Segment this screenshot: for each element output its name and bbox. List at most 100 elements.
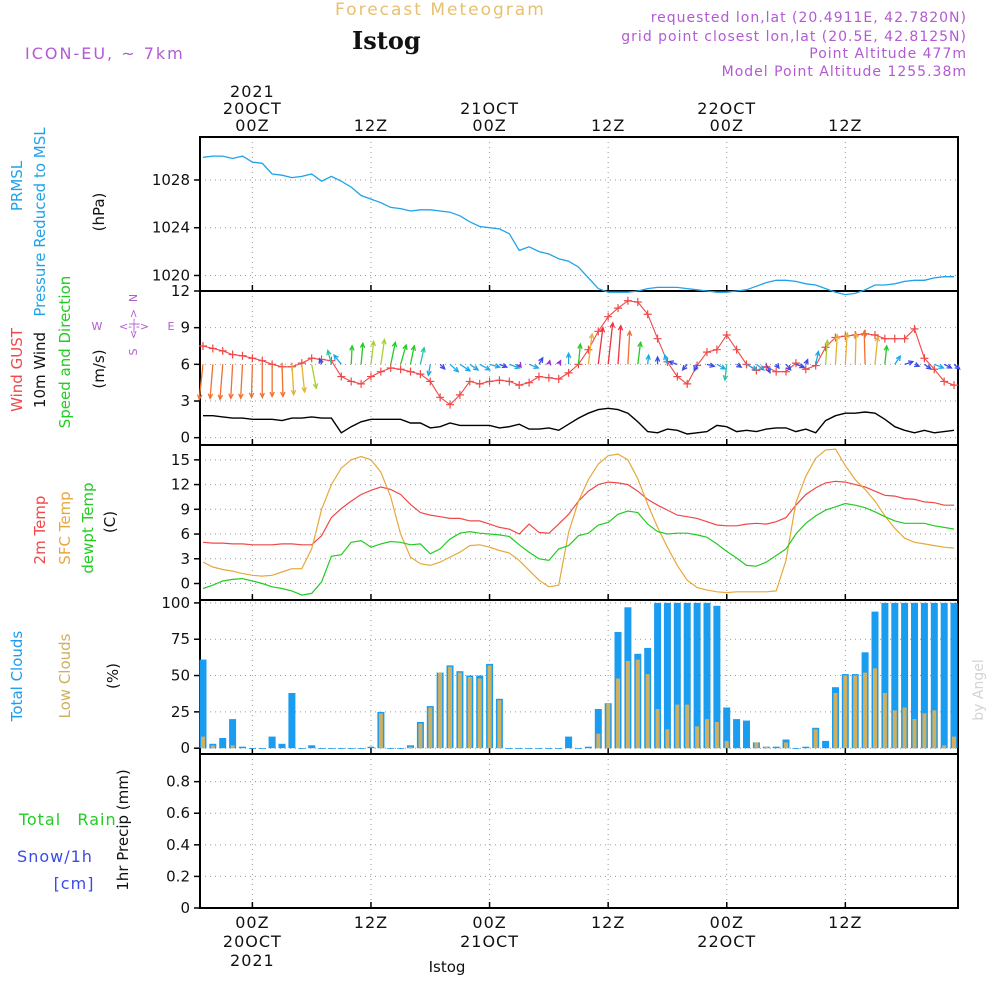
wind-arrow-head	[301, 386, 307, 394]
wind-arrow	[370, 341, 375, 365]
low-cloud-bar	[230, 745, 235, 749]
rain-label: Rain	[77, 810, 116, 829]
y-tick-label: 0.8	[166, 773, 190, 791]
wind-arrow-head	[588, 332, 595, 339]
gust-marker	[782, 367, 791, 376]
total-cloud-bar	[397, 748, 405, 749]
y-tick-label: 3	[180, 392, 190, 410]
wind-arrow-head	[465, 366, 472, 372]
gust-marker	[900, 334, 909, 343]
bottom-time-label: 20OCT	[223, 932, 282, 951]
y-tick-label: 0.4	[166, 836, 190, 854]
wind-arrow	[459, 363, 471, 372]
total-cloud-bar	[248, 748, 256, 749]
gust-marker	[366, 372, 375, 381]
wind-arrow-head	[834, 333, 840, 340]
wind-arrow	[469, 363, 479, 371]
top-time-label: 00Z	[710, 116, 744, 135]
y-tick-label: 12	[171, 476, 190, 494]
low-cloud-bar	[616, 678, 620, 749]
wind-arrow-head	[663, 353, 669, 361]
gust-line	[202, 300, 955, 406]
gust-marker	[584, 345, 593, 354]
panel-pressure: 1020 1024 1028	[152, 136, 959, 292]
bottom-time-label: 22OCT	[697, 932, 756, 951]
gust-marker	[337, 372, 346, 381]
wind-arrow-head	[494, 363, 502, 369]
gust-marker	[495, 376, 504, 385]
panel-precip: 0 0.2 0.4 0.6 0.8	[166, 753, 959, 917]
low-cloud-bar	[705, 719, 709, 749]
total-cloud-bar	[594, 709, 602, 749]
gust-marker	[623, 296, 632, 305]
wind-arrow-head	[609, 321, 616, 328]
y-tick-label: 9	[180, 500, 190, 518]
y-tick-label: 0	[180, 429, 190, 447]
gust-marker	[554, 375, 563, 383]
total-cloud-bar	[278, 743, 286, 749]
wind-arrow	[209, 364, 214, 399]
total-cloud-bar	[318, 748, 326, 749]
wind-arrow-head	[280, 391, 286, 398]
super-title: Forecast Meteogram	[335, 0, 546, 20]
wind-arrow-head	[914, 362, 921, 368]
point-altitude: Point Altitude 477m	[809, 46, 967, 62]
wind-arrow-head	[484, 365, 492, 371]
gust-marker	[564, 368, 573, 377]
low-cloud-bar	[685, 704, 690, 749]
top-time-label: 00Z	[235, 116, 269, 135]
y-tick-label: 25	[171, 703, 190, 721]
wind-arrow	[528, 363, 539, 369]
pressure-label-2: Pressure Reduced to MSL	[31, 127, 49, 317]
total-cloud-bar	[792, 748, 800, 749]
y-tick-label: 1024	[152, 219, 190, 237]
low-clouds-label: Low Clouds	[56, 633, 74, 718]
gust-marker	[515, 381, 524, 390]
wind-unit: (m/s)	[90, 349, 108, 388]
y-tick-label: 9	[180, 319, 190, 337]
wind-arrow-head	[954, 364, 961, 370]
wind-arrow	[716, 363, 726, 370]
total-cloud-bar	[930, 602, 938, 749]
low-cloud-bar	[843, 675, 848, 749]
total-cloud-bar	[911, 602, 918, 749]
wind-speed-line	[203, 407, 955, 435]
wind-arrow-head	[370, 339, 377, 347]
low-cloud-bar	[902, 707, 907, 749]
total-cloud-bar	[308, 745, 316, 749]
wind-arrow-head	[693, 365, 699, 373]
total-cloud-bar	[575, 748, 582, 749]
gust-marker	[742, 360, 751, 369]
total-cloud-bar	[387, 748, 395, 749]
gust-marker	[228, 350, 237, 359]
gust-marker	[238, 351, 247, 360]
wind-arrow	[577, 344, 581, 365]
wind-arrow	[647, 355, 650, 365]
top-time-label: 2021	[230, 82, 275, 101]
low-cloud-bar	[418, 723, 423, 749]
bottom-time-label: 21OCT	[460, 932, 519, 951]
total-clouds-label: Total Clouds	[8, 631, 26, 723]
wind-arrow-head	[637, 340, 643, 348]
wind-arrow-head	[556, 359, 562, 366]
wind-arrow	[874, 336, 879, 365]
snow-unit-label: [cm]	[54, 874, 95, 893]
low-cloud-bar	[892, 710, 897, 749]
wind-arrow-head	[709, 362, 716, 368]
y-tick-label: 15	[171, 451, 190, 469]
total-cloud-bar	[199, 659, 207, 749]
gust-marker	[436, 393, 445, 402]
wind-arrow-head	[269, 391, 275, 399]
wind-arrow-head	[410, 344, 417, 351]
wind-arrow	[834, 334, 838, 365]
wind-arrow	[597, 327, 604, 365]
wind-arrow-head	[259, 392, 265, 400]
total-cloud-bar	[654, 602, 662, 749]
low-cloud-bar	[487, 665, 492, 749]
bottom-station-label: Istog	[429, 958, 466, 976]
requested-point: requested lon,lat (20.4911E, 42.7820N)	[650, 10, 967, 26]
wind-arrow-head	[681, 364, 688, 372]
low-cloud-bar	[428, 707, 433, 749]
wind-arrow-head	[626, 329, 633, 337]
total-cloud-bar	[505, 748, 513, 749]
